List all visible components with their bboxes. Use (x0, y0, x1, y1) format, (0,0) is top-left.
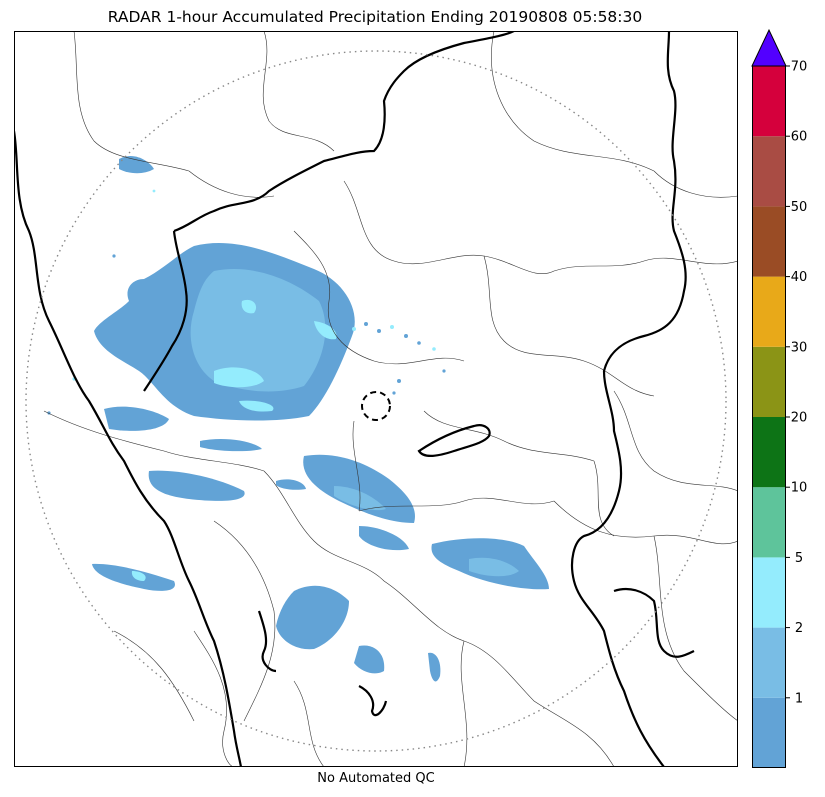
precip-high-5 (131, 571, 146, 581)
colorbar-bin (752, 276, 786, 347)
precip-area-west-band (148, 470, 245, 501)
state-border-east (570, 31, 687, 767)
echo-speck (442, 369, 446, 373)
colorbar-bin (752, 346, 786, 417)
echo-speck (352, 327, 356, 331)
colorbar-tick-label: 30 (791, 340, 808, 355)
colorbar-bin (752, 557, 786, 628)
echo-speck (417, 341, 421, 345)
precip-area-southwest (92, 563, 175, 591)
colorbar-frame (752, 65, 786, 768)
precip-area-south-tiny (428, 652, 441, 682)
echo-speck (152, 189, 156, 193)
colorbar-tick-label: 20 (791, 411, 808, 426)
state-border-north (173, 31, 515, 233)
plot-title: RADAR 1-hour Accumulated Precipitation E… (107, 8, 643, 26)
colorbar-bin (752, 627, 786, 698)
echo-speck (392, 391, 396, 395)
precip-core-north (190, 269, 326, 392)
coastline (14, 130, 243, 767)
precip-mid-areas (190, 269, 519, 577)
echo-speck (390, 325, 394, 329)
precip-high-4 (239, 400, 274, 412)
precip-area-north-small (119, 156, 154, 174)
state-boundaries (14, 31, 695, 767)
colorbar-extend-triangle (751, 28, 787, 67)
state-border-northwest (143, 230, 188, 392)
colorbar-tick-label: 2 (795, 621, 803, 636)
radar-site-marker (361, 391, 391, 421)
colorbar-bin (752, 487, 786, 558)
colorbar-tick-label: 60 (791, 130, 808, 145)
radar-map (14, 31, 738, 767)
colorbar-bin (752, 136, 786, 207)
state-border-southeast (613, 587, 695, 658)
precip-area-small-2 (276, 479, 306, 490)
colorbar-tick-label: 50 (791, 200, 808, 215)
colorbar-bin (752, 697, 786, 768)
precip-core-east (469, 557, 519, 577)
district-boundaries (43, 31, 738, 767)
state-border-south-inner (257, 610, 277, 673)
colorbar-tick-label: 1 (795, 691, 803, 706)
colorbar-bin (752, 206, 786, 277)
colorbar-tick-label: 70 (791, 60, 808, 75)
radar-range-ring (25, 50, 727, 752)
precip-high-areas (131, 299, 337, 581)
enclave-border (417, 424, 491, 457)
precip-high-2 (241, 299, 257, 314)
colorbar-bin (752, 417, 786, 488)
precip-area-center-small (359, 526, 409, 551)
echo-speck (404, 334, 408, 338)
map-canvas (14, 31, 738, 767)
precip-area-west-strip (104, 406, 169, 431)
echo-speck (377, 329, 381, 333)
precip-area-south-small (354, 645, 385, 674)
state-border-south-loop (358, 685, 388, 717)
echo-speck (112, 254, 116, 258)
map-frame (14, 31, 738, 767)
echo-speck (432, 347, 436, 351)
colorbar: 1 2 5 10 20 30 40 50 60 70 (751, 28, 807, 768)
echo-speck (322, 359, 326, 363)
precip-high-1 (214, 367, 264, 388)
footer-note: No Automated QC (317, 771, 435, 786)
precip-high-3 (314, 321, 337, 340)
colorbar-tick-label: 40 (791, 270, 808, 285)
colorbar-bin (752, 66, 786, 137)
precip-area-south-center (276, 585, 349, 650)
precip-area-center-band (303, 454, 415, 523)
colorbar-tick-label: 5 (795, 551, 803, 566)
precip-light-areas (92, 156, 549, 682)
colorbar-tick-label: 10 (791, 481, 808, 496)
echo-speck (364, 322, 368, 326)
colorbar-canvas: 1 2 5 10 20 30 40 50 60 70 (751, 28, 807, 768)
echo-speck (397, 379, 401, 383)
precip-area-small-1 (200, 438, 262, 452)
